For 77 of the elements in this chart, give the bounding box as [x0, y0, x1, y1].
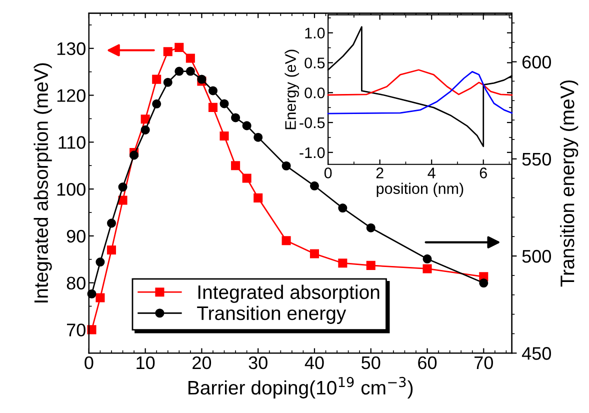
point — [242, 174, 252, 183]
y-tick-label: 0.0 — [304, 87, 325, 98]
point — [96, 293, 105, 302]
point — [282, 161, 291, 170]
point — [242, 121, 252, 130]
point — [208, 86, 218, 96]
point — [220, 99, 229, 108]
point — [220, 132, 229, 141]
y-axis-title: Integrated absorption (meV) — [34, 63, 52, 302]
point — [163, 78, 172, 87]
point — [118, 196, 128, 205]
y-tick-label: 100 — [57, 182, 86, 196]
x-tick-label: 60 — [418, 356, 437, 370]
y2-tick-label: 600 — [522, 56, 551, 68]
point — [310, 181, 319, 190]
y-tick-label: 90 — [66, 230, 86, 243]
x-tick-label: 30 — [248, 356, 268, 370]
x-tick-label: 0 — [84, 356, 94, 370]
line-series — [327, 70, 513, 114]
point — [422, 264, 432, 274]
x-tick-label: 6 — [480, 168, 487, 178]
y-tick-label: -1.0 — [300, 147, 325, 158]
point — [366, 260, 376, 270]
legend-label: Integrated absorption — [198, 284, 380, 303]
y-tick-label: 1.0 — [305, 28, 325, 38]
point — [174, 42, 184, 52]
point — [254, 132, 263, 142]
point — [186, 66, 195, 76]
y2-tick-label: 550 — [522, 152, 551, 166]
point — [118, 182, 128, 192]
y-axis-title: Energy (eV) — [284, 50, 299, 130]
y-tick-label: 70 — [67, 324, 86, 336]
point — [152, 74, 162, 84]
point — [338, 204, 348, 213]
y-tick-label: 120 — [57, 89, 86, 102]
point — [152, 99, 162, 108]
point — [282, 236, 291, 246]
y2-axis-title: Transition energy (meV) — [560, 80, 578, 287]
point — [254, 193, 263, 202]
x-axis-title: position (nm) — [376, 182, 464, 198]
legend-label: Transition energy — [197, 306, 346, 324]
point — [422, 254, 432, 264]
point — [208, 102, 218, 112]
y-tick-label: 110 — [58, 136, 86, 149]
y2-tick-label: 450 — [522, 347, 551, 360]
y-tick-label: 0.5 — [304, 58, 325, 68]
point — [231, 161, 240, 170]
point — [310, 249, 319, 258]
y2-tick-label: 500 — [522, 250, 551, 263]
point — [479, 278, 488, 288]
point — [140, 114, 150, 124]
x-tick-label: 4 — [428, 168, 436, 178]
point — [130, 150, 139, 160]
x-tick-label: 40 — [304, 356, 324, 370]
point — [87, 325, 96, 334]
y-tick-label: 80 — [66, 276, 86, 290]
x-axis-title: Barrier doping(10$^{19}$ cm$^{−3}$) — [188, 376, 413, 398]
point — [106, 218, 116, 228]
y-tick-label: -0.5 — [300, 117, 325, 128]
x-tick-label: 10 — [136, 356, 155, 370]
line-series — [327, 69, 513, 96]
point — [106, 245, 116, 254]
point — [338, 258, 348, 268]
point — [87, 289, 96, 298]
x-tick-label: 2 — [376, 168, 384, 178]
point — [186, 54, 195, 63]
x-tick-label: 0 — [324, 168, 332, 178]
point — [163, 47, 172, 56]
point — [96, 258, 105, 267]
point — [231, 113, 240, 122]
point — [366, 223, 376, 232]
point — [174, 66, 184, 76]
y-tick-label: 130 — [57, 42, 86, 56]
x-tick-label: 20 — [192, 356, 212, 370]
x-tick-label: 50 — [362, 356, 380, 370]
x-tick-label: 70 — [474, 356, 493, 370]
point — [140, 125, 150, 134]
